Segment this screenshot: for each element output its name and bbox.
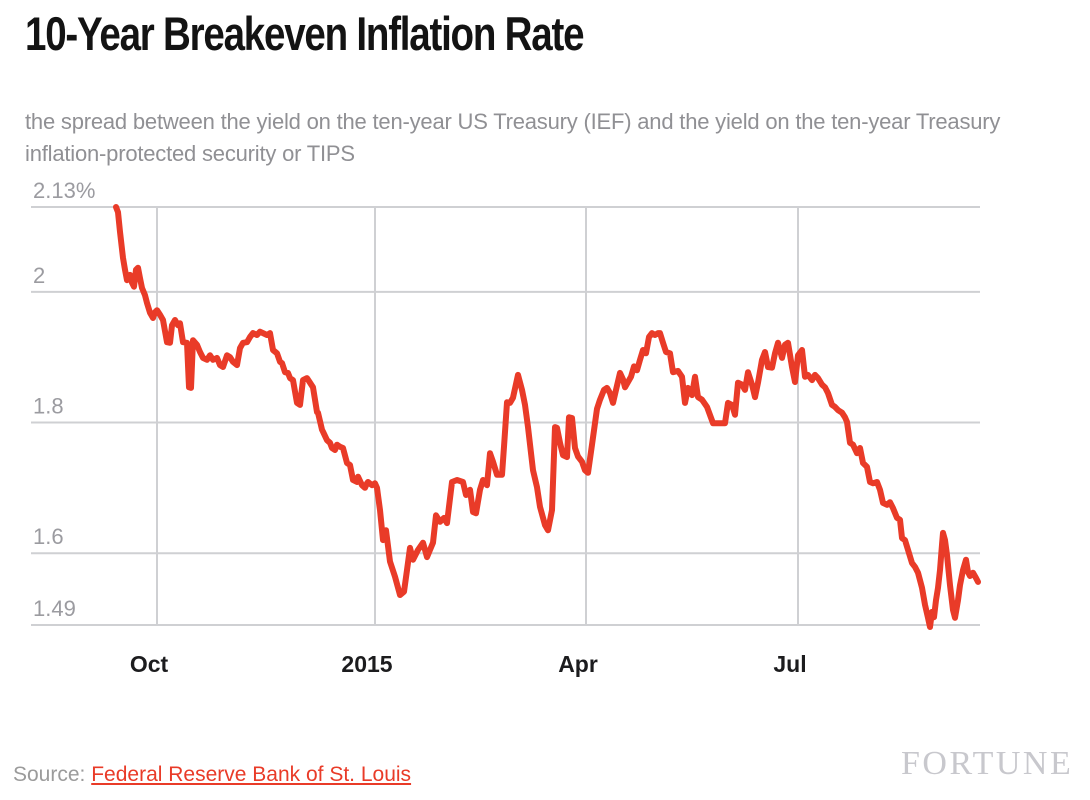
fortune-logo: FORTUNE <box>901 745 1074 782</box>
series-line <box>113 204 981 630</box>
chart-svg: 2.13% 2 1.8 1.6 1.49 Oct 2015 Apr Jul <box>31 178 981 677</box>
x-axis-label: Oct <box>130 651 169 677</box>
y-axis-label: 1.6 <box>33 524 64 549</box>
y-axis-label: 2 <box>33 263 45 288</box>
source-link[interactable]: Federal Reserve Bank of St. Louis <box>91 763 412 786</box>
x-axis-label: Jul <box>773 651 806 677</box>
source-label: Source: <box>13 763 86 786</box>
y-axis-label: 1.8 <box>33 394 64 419</box>
y-axis-label: 1.49 <box>33 596 76 621</box>
chart: 2.13% 2 1.8 1.6 1.49 Oct 2015 Apr Jul <box>0 160 1090 700</box>
source-line: Source: Federal Reserve Bank of St. Loui… <box>13 763 411 787</box>
x-axis-label: 2015 <box>341 651 392 677</box>
chart-subtitle: the spread between the yield on the ten-… <box>25 109 1001 166</box>
page-title: 10-Year Breakeven Inflation Rate <box>25 7 585 60</box>
x-axis-label: Apr <box>558 651 598 677</box>
y-axis-label: 2.13% <box>33 178 95 203</box>
